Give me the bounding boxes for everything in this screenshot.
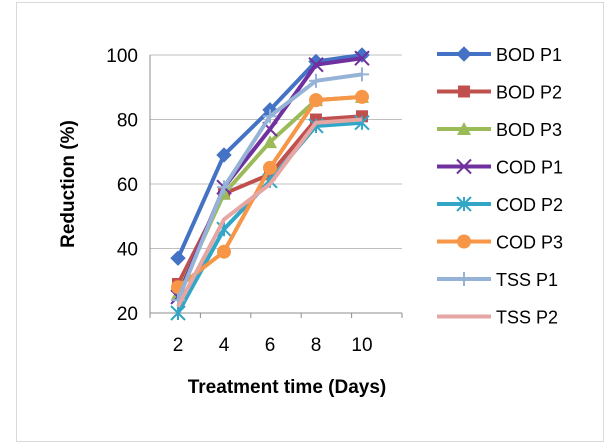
legend-entry-tss-p1: TSS P1 — [437, 270, 558, 290]
legend-label-bod-p1: BOD P1 — [496, 45, 562, 65]
y-tick-label: 40 — [117, 240, 138, 261]
legend-entry-tss-p2: TSS P2 — [437, 308, 558, 328]
data-point-cod-p2 — [170, 305, 186, 321]
legend-label-tss-p2: TSS P2 — [496, 308, 558, 328]
y-tick-label: 20 — [117, 304, 138, 325]
legend-marker-cod-p2 — [456, 196, 472, 212]
legend-label-cod-p2: COD P2 — [496, 195, 563, 215]
data-point-bod-p3 — [263, 135, 277, 149]
legend-label-bod-p2: BOD P2 — [496, 83, 562, 103]
series-bod-p1 — [170, 47, 370, 266]
data-point-bod-p1 — [170, 250, 186, 266]
series-tss-p2 — [176, 117, 363, 308]
data-point-tss-p1 — [263, 109, 277, 124]
legend-entry-bod-p1: BOD P1 — [437, 45, 562, 65]
x-tick-label: 2 — [173, 335, 184, 356]
y-tick-label: 80 — [117, 111, 138, 132]
series-group — [170, 47, 370, 321]
data-point-cod-p1 — [308, 56, 324, 73]
legend-label-bod-p3: BOD P3 — [496, 120, 562, 140]
axes: 20 40 60 80 100 2 4 6 8 10 — [106, 46, 403, 356]
x-tick-label: 8 — [311, 335, 322, 356]
series-line-tss-p2 — [176, 117, 363, 308]
legend-marker-bod-p3 — [457, 122, 471, 135]
x-axis-title: Treatment time (Days) — [188, 377, 387, 398]
line-chart: 20 40 60 80 100 2 4 6 8 10 BOD P1 BOD P2 BOD P3 COD … — [58, 45, 563, 398]
legend-marker-bod-p2 — [458, 85, 470, 98]
data-point-tss-p1 — [217, 180, 231, 195]
data-point-bod-p1 — [216, 147, 232, 163]
legend-label-cod-p3: COD P3 — [496, 233, 563, 253]
y-tick-label: 100 — [106, 46, 138, 67]
x-tick-label: 4 — [219, 335, 230, 356]
legend-label-tss-p1: TSS P1 — [496, 270, 558, 290]
legend-entry-bod-p3: BOD P3 — [437, 120, 562, 140]
x-tick-label: 6 — [265, 335, 276, 356]
series-tss-p1 — [171, 67, 369, 308]
legend-marker-bod-p1 — [456, 46, 472, 62]
legend-label-cod-p1: COD P1 — [496, 158, 563, 178]
legend-entry-cod-p1: COD P1 — [437, 158, 563, 178]
legend-entry-cod-p2: COD P2 — [437, 195, 563, 215]
series-cod-p3 — [171, 89, 369, 295]
legend-entry-cod-p3: COD P3 — [437, 233, 563, 253]
data-point-cod-p3 — [309, 93, 323, 108]
data-point-tss-p1 — [309, 73, 323, 88]
x-tick-label: 10 — [351, 335, 372, 356]
legend: BOD P1 BOD P2 BOD P3 COD P1 COD P2 COD P3 TSS … — [437, 45, 563, 328]
data-point-tss-p1 — [355, 67, 369, 82]
data-point-cod-p3 — [263, 160, 277, 175]
legend-marker-tss-p1 — [457, 272, 471, 286]
data-point-cod-p1 — [354, 50, 370, 66]
legend-entry-bod-p2: BOD P2 — [437, 83, 562, 103]
series-line-cod-p2 — [176, 120, 363, 314]
legend-marker-cod-p1 — [456, 158, 472, 175]
y-tick-label: 60 — [117, 175, 138, 196]
legend-marker-cod-p3 — [457, 234, 471, 249]
y-axis-title: Reduction (%) — [58, 120, 79, 248]
data-point-cod-p3 — [355, 89, 369, 104]
data-point-cod-p3 — [217, 244, 231, 259]
